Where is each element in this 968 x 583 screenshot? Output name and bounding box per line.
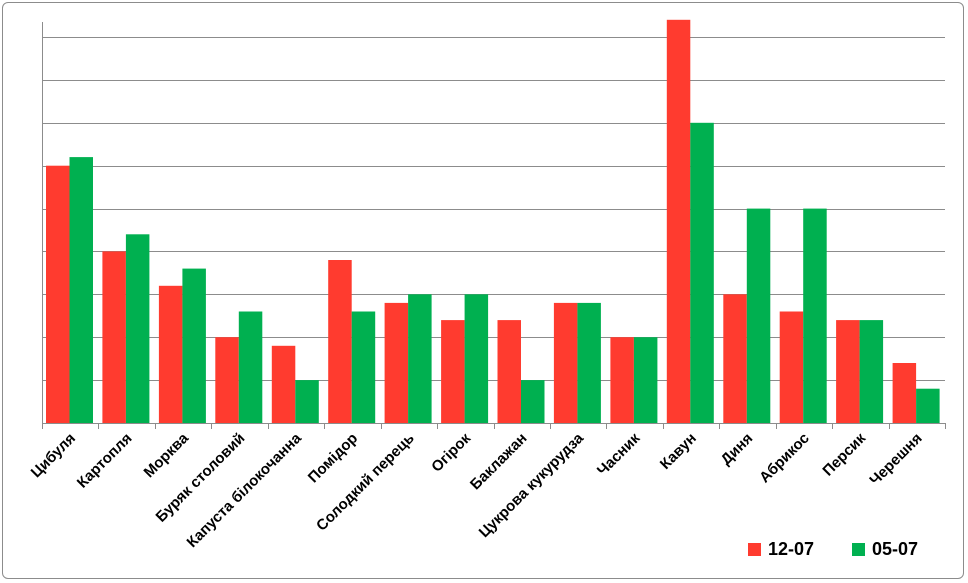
bar-series-2 (69, 157, 93, 423)
bar-series-1 (892, 363, 917, 423)
bar-series-2 (238, 311, 263, 423)
legend-item-series-2: 05-07 (852, 537, 918, 561)
bar-series-1 (497, 320, 521, 423)
bar-series-1 (158, 285, 183, 423)
bar-series-2 (690, 122, 714, 424)
x-tick-label: Цибуля (28, 430, 79, 481)
x-tick-label: Часник (594, 429, 644, 479)
legend-label-series-2: 05-07 (872, 538, 919, 559)
bar-series-1 (553, 302, 578, 423)
bar-series-1 (271, 345, 296, 423)
bar-series-2 (746, 208, 771, 423)
x-tick-label: Черешня (866, 430, 925, 489)
x-tick-label: Огірок (428, 429, 474, 475)
x-tick-label: Кавун (657, 430, 700, 473)
legend-swatch-series-2 (852, 542, 865, 556)
x-tick-label: Помідор (305, 430, 361, 486)
bar-series-2 (351, 311, 376, 423)
bar-series-1 (46, 165, 70, 423)
bar-series-2 (182, 268, 206, 423)
x-tick-label: Диня (718, 430, 757, 469)
bar-series-2 (521, 380, 545, 423)
bar-series-2 (295, 380, 319, 423)
bar-series-1 (723, 294, 747, 423)
bar-series-1 (666, 19, 691, 424)
x-tick-label: Цукрова кукурудза (476, 429, 588, 541)
bar-series-2 (577, 302, 601, 423)
x-tick-label: Абрикос (756, 430, 813, 487)
bar-series-2 (916, 388, 940, 423)
bar-series-2 (859, 320, 884, 423)
bar-series-2 (464, 294, 489, 423)
legend-swatch-series-1 (748, 542, 761, 556)
x-tick-label: Капуста білокочанна (184, 429, 306, 551)
bar-series-2 (408, 294, 432, 423)
bar-series-1 (384, 302, 409, 423)
x-tick-label: Персик (819, 429, 869, 479)
bar-series-1 (215, 337, 239, 423)
bar-series-1 (836, 320, 860, 423)
bar-series-2 (125, 234, 150, 423)
bar-series-2 (633, 337, 658, 423)
x-tick-label: Морква (141, 429, 193, 481)
bar-series-1 (441, 320, 465, 423)
x-tick-label: Картопля (74, 430, 136, 492)
bar-series-1 (328, 260, 352, 423)
legend-label-series-1: 12-07 (768, 538, 815, 559)
x-tick-label: Солодкий перець (313, 430, 418, 535)
bar-series-1 (779, 311, 804, 423)
legend-item-series-1: 12-07 (748, 537, 814, 561)
bar-series-1 (610, 337, 634, 423)
bar-series-2 (803, 208, 827, 423)
bar-series-1 (102, 251, 126, 423)
